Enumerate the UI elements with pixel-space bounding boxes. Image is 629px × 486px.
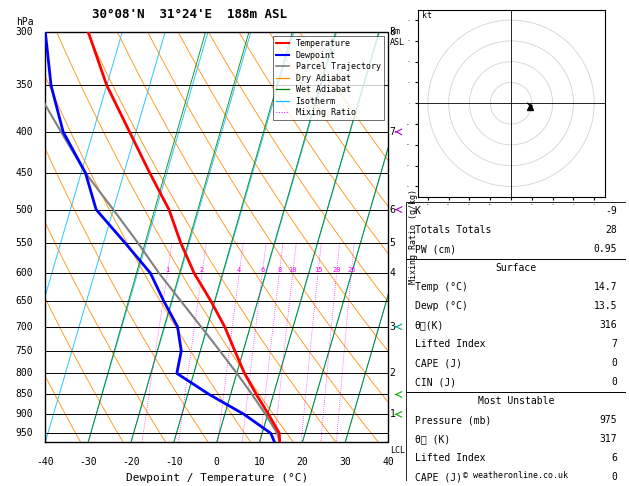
Text: 700: 700: [16, 322, 33, 332]
Text: -30: -30: [79, 457, 97, 467]
Text: 950: 950: [16, 428, 33, 438]
Text: 350: 350: [16, 80, 33, 90]
Text: 600: 600: [16, 268, 33, 278]
Text: 10: 10: [289, 267, 297, 273]
Text: 750: 750: [16, 346, 33, 356]
Text: Totals Totals: Totals Totals: [415, 225, 491, 235]
Text: CIN (J): CIN (J): [415, 377, 455, 387]
Text: Lifted Index: Lifted Index: [415, 453, 485, 463]
Text: K: K: [415, 206, 420, 216]
Text: 6: 6: [390, 205, 396, 215]
Text: -10: -10: [165, 457, 182, 467]
Text: 900: 900: [16, 409, 33, 419]
Text: 316: 316: [599, 320, 617, 330]
Text: 800: 800: [16, 368, 33, 378]
Text: 5: 5: [390, 238, 396, 248]
Text: km
ASL: km ASL: [390, 28, 405, 47]
Text: 2: 2: [390, 368, 396, 378]
Text: 6: 6: [611, 453, 617, 463]
Text: LCL: LCL: [390, 446, 405, 455]
Text: 650: 650: [16, 296, 33, 306]
Text: 0: 0: [611, 377, 617, 387]
Text: 20: 20: [332, 267, 341, 273]
Text: θᴇ(K): θᴇ(K): [415, 320, 444, 330]
Text: 975: 975: [599, 415, 617, 425]
Text: © weatheronline.co.uk: © weatheronline.co.uk: [464, 471, 568, 480]
Text: 0.95: 0.95: [594, 244, 617, 254]
Text: 4: 4: [390, 268, 396, 278]
Text: 0: 0: [611, 358, 617, 368]
Text: 0: 0: [214, 457, 220, 467]
Text: 13.5: 13.5: [594, 301, 617, 311]
Text: 20: 20: [296, 457, 308, 467]
Text: 7: 7: [611, 339, 617, 349]
Text: Temp (°C): Temp (°C): [415, 282, 467, 292]
Text: Lifted Index: Lifted Index: [415, 339, 485, 349]
Text: 500: 500: [16, 205, 33, 215]
Text: 10: 10: [253, 457, 265, 467]
Text: 8: 8: [390, 27, 396, 36]
Text: kt: kt: [421, 11, 431, 20]
Text: 14.7: 14.7: [594, 282, 617, 292]
Text: 8: 8: [277, 267, 281, 273]
Text: -20: -20: [122, 457, 140, 467]
Text: 15: 15: [314, 267, 322, 273]
Text: 850: 850: [16, 389, 33, 399]
Text: θᴇ (K): θᴇ (K): [415, 434, 450, 444]
Text: -40: -40: [36, 457, 54, 467]
Text: PW (cm): PW (cm): [415, 244, 455, 254]
Text: 550: 550: [16, 238, 33, 248]
Legend: Temperature, Dewpoint, Parcel Trajectory, Dry Adiabat, Wet Adiabat, Isotherm, Mi: Temperature, Dewpoint, Parcel Trajectory…: [273, 36, 384, 121]
Text: Pressure (mb): Pressure (mb): [415, 415, 491, 425]
Text: Dewp (°C): Dewp (°C): [415, 301, 467, 311]
Text: Most Unstable: Most Unstable: [477, 396, 554, 406]
Text: 317: 317: [599, 434, 617, 444]
Text: 0: 0: [611, 472, 617, 482]
Text: 4: 4: [237, 267, 242, 273]
Text: 450: 450: [16, 168, 33, 178]
Text: 2: 2: [200, 267, 204, 273]
Text: 40: 40: [382, 457, 394, 467]
Text: 1: 1: [390, 409, 396, 419]
Text: 25: 25: [347, 267, 355, 273]
Text: 30: 30: [340, 457, 351, 467]
Text: 300: 300: [16, 27, 33, 36]
Text: CAPE (J): CAPE (J): [415, 472, 462, 482]
Text: Dewpoint / Temperature (°C): Dewpoint / Temperature (°C): [126, 473, 308, 483]
Text: Mixing Ratio (g/kg): Mixing Ratio (g/kg): [409, 190, 418, 284]
Text: 6: 6: [260, 267, 264, 273]
Text: CAPE (J): CAPE (J): [415, 358, 462, 368]
Text: Surface: Surface: [495, 263, 537, 273]
Text: 30°08'N  31°24'E  188m ASL: 30°08'N 31°24'E 188m ASL: [92, 8, 287, 21]
Text: 400: 400: [16, 127, 33, 137]
Text: 3: 3: [390, 322, 396, 332]
Text: hPa: hPa: [16, 17, 33, 28]
Text: 28: 28: [605, 225, 617, 235]
Text: -9: -9: [605, 206, 617, 216]
Text: 1: 1: [165, 267, 169, 273]
Text: 7: 7: [390, 127, 396, 137]
